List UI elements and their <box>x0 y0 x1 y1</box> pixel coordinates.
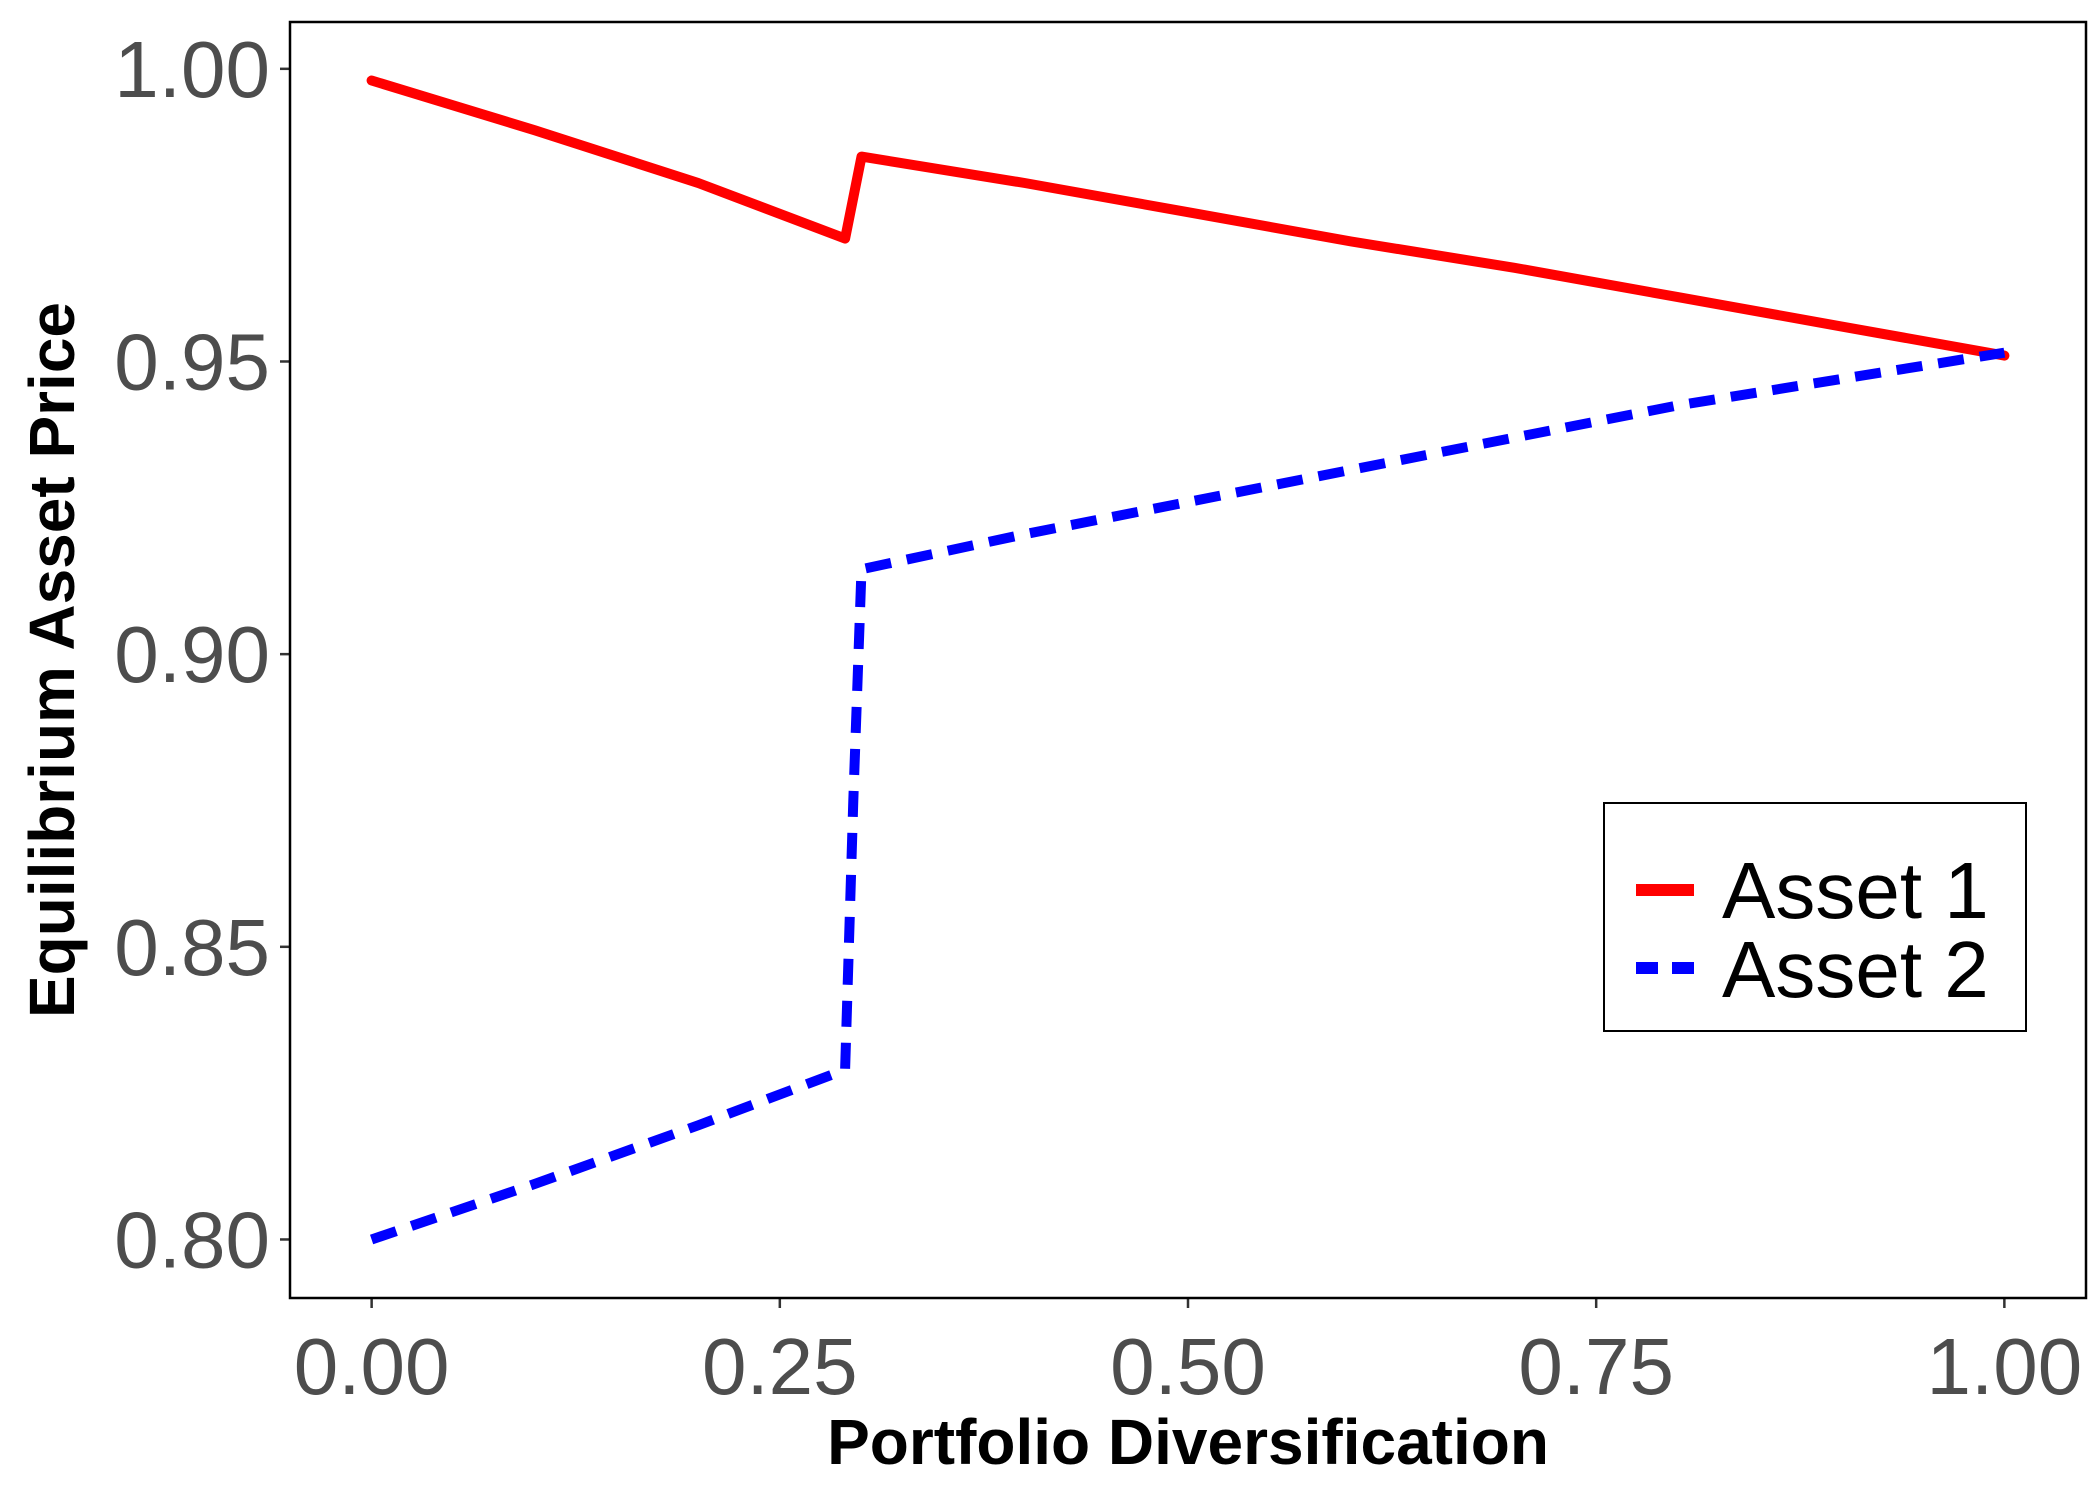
y-tick-label: 1.00 <box>114 25 270 114</box>
y-tick-label: 0.80 <box>114 1195 270 1284</box>
x-tick-label: 0.25 <box>702 1322 858 1411</box>
x-tick-label: 0.75 <box>1518 1322 1674 1411</box>
y-tick-label: 0.90 <box>114 610 270 699</box>
plot-panel-border <box>288 20 2088 1300</box>
x-axis-title: Portfolio Diversification <box>827 1406 1549 1478</box>
y-axis-ticks: 0.80 0.85 0.90 0.95 1.00 <box>114 25 290 1284</box>
y-tick-label: 0.85 <box>114 903 270 992</box>
y-axis-title: Equilibrium Asset Price <box>16 302 88 1018</box>
series-line-asset-2 <box>369 347 2006 1245</box>
x-tick-label: 1.00 <box>1927 1322 2083 1411</box>
legend-label-asset-2: Asset 2 <box>1722 925 1989 1014</box>
legend-label-asset-1: Asset 1 <box>1722 846 1989 935</box>
series-layer <box>366 75 2010 1245</box>
y-tick-label: 0.95 <box>114 317 270 406</box>
x-tick-label: 0.00 <box>294 1322 450 1411</box>
x-axis-ticks: 0.00 0.25 0.50 0.75 1.00 <box>294 1298 2082 1411</box>
legend: Asset 1 Asset 2 <box>1603 802 2027 1032</box>
x-tick-label: 0.50 <box>1110 1322 1266 1411</box>
legend-box <box>1603 802 2027 1032</box>
series-line-asset-1 <box>366 75 2010 361</box>
